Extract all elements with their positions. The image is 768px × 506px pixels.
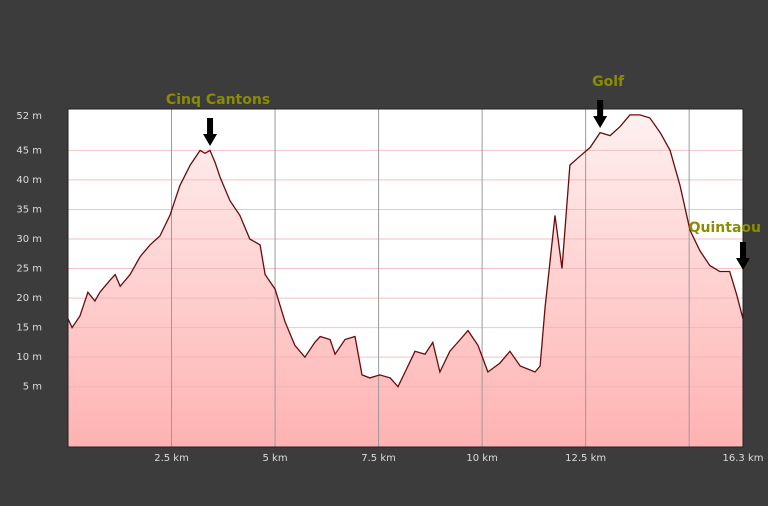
annotation-label: Golf: [592, 74, 625, 90]
annotation-arrow: [736, 242, 750, 270]
layer: 5 m 10 m 15 m 20 m 25 m 30 m 35 m 40 m 45 m 52 m 2…: [16, 74, 763, 464]
plot-border: [67, 108, 744, 448]
y-tick-label: 20 m: [16, 293, 42, 304]
x-tick-label: 16.3 km: [723, 453, 764, 464]
area-fill: [68, 114, 743, 448]
x-tick-label: 7.5 km: [361, 453, 396, 464]
y-tick-label: 52 m: [16, 111, 42, 122]
y-tick-label: 10 m: [16, 352, 42, 363]
elevation-line: [67, 114, 744, 388]
x-tick-label: 12.5 km: [565, 453, 606, 464]
x-tick-label: 10 km: [466, 453, 497, 464]
y-tick-label: 35 m: [16, 204, 42, 215]
y-tick-label: 40 m: [16, 175, 42, 186]
annotation-label: Cinq Cantons: [166, 92, 270, 108]
x-tick-label: 5 km: [263, 453, 288, 464]
y-tick-label: 30 m: [16, 234, 42, 245]
x-tick-label: 2.5 km: [154, 453, 189, 464]
annotation-arrow: [593, 100, 608, 128]
y-tick-label: 45 m: [16, 145, 42, 156]
annotation-arrow: [203, 118, 218, 146]
annotation-label: Quintaou: [689, 220, 761, 236]
y-tick-label: 15 m: [16, 323, 42, 334]
y-tick-label: 25 m: [16, 264, 42, 275]
y-tick-label: 5 m: [23, 382, 42, 393]
